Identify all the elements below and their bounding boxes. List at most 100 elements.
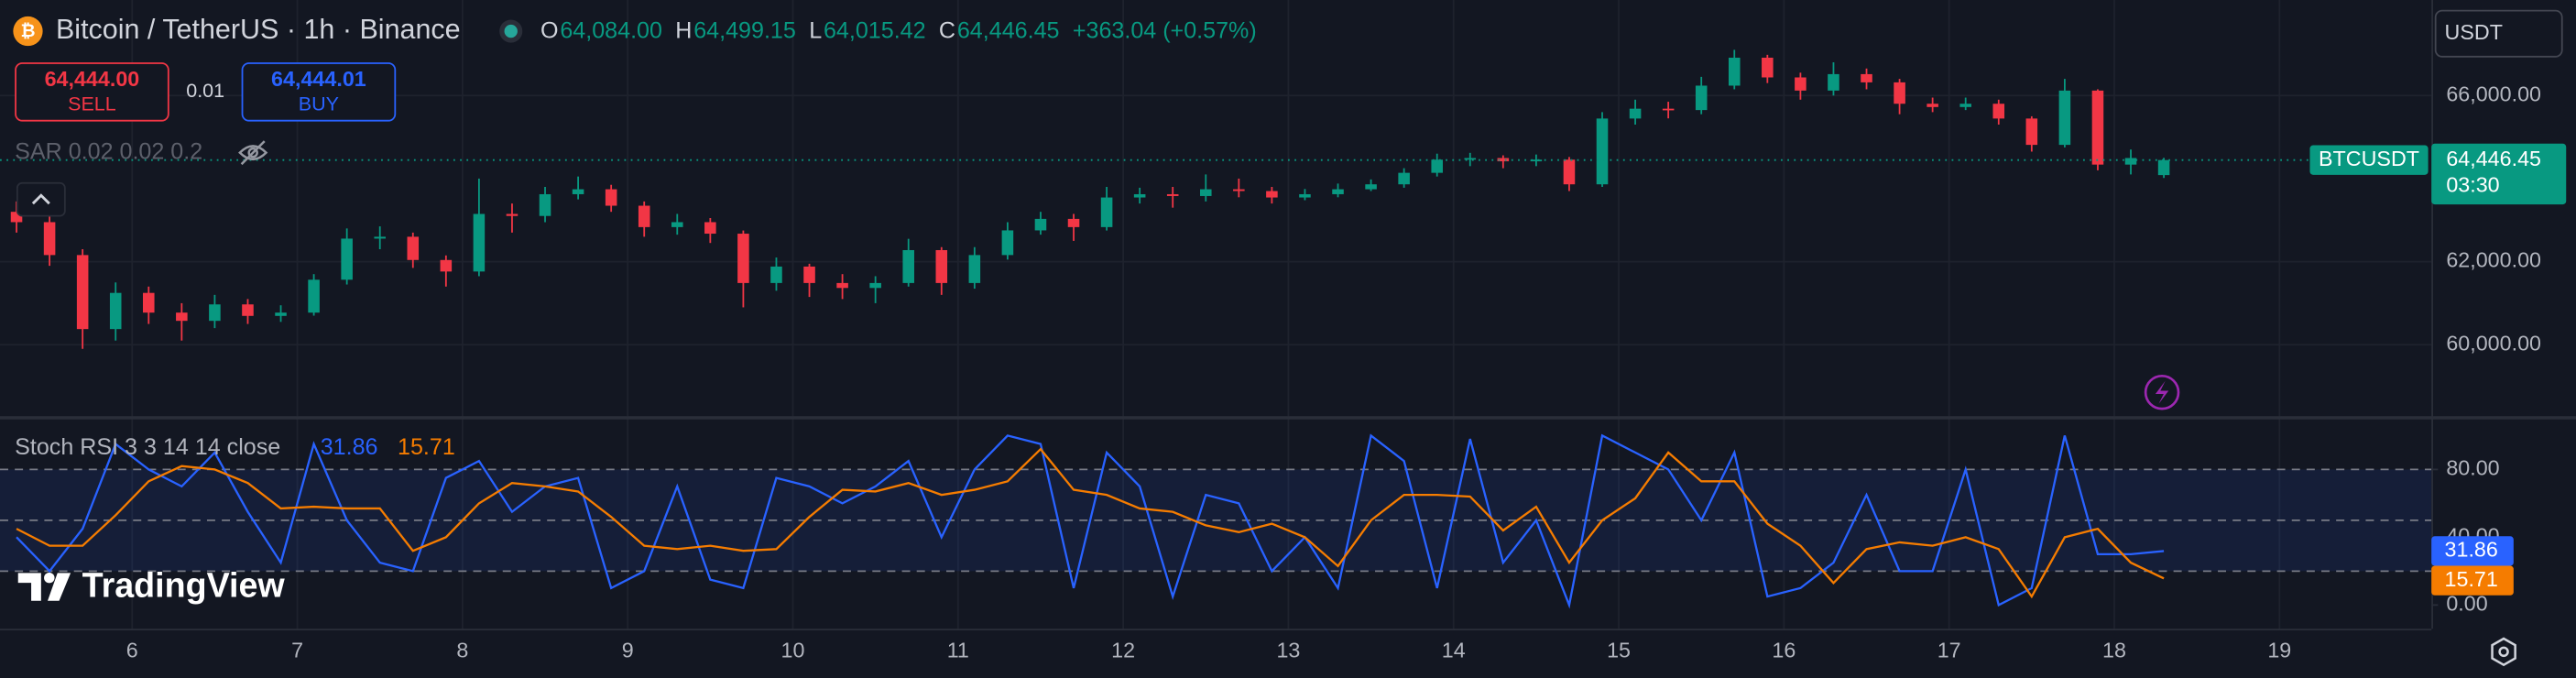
candle-body — [473, 213, 486, 272]
y-tick-label: 80.00 — [2446, 456, 2499, 480]
sar-indicator[interactable]: SAR 0.02 0.02 0.2 — [15, 138, 202, 164]
candle-body — [1728, 57, 1741, 86]
last-price-label: 64,446.45 — [2446, 147, 2541, 170]
x-tick-label: 11 — [947, 638, 969, 662]
x-tick-label: 13 — [1276, 638, 1300, 662]
candle-body — [572, 189, 584, 194]
sell-label: SELL — [68, 93, 116, 115]
x-tick-label: 9 — [622, 638, 634, 662]
candle-body — [1861, 73, 1872, 82]
alert-bolt — [2155, 380, 2169, 404]
x-tick-label: 6 — [126, 638, 138, 662]
candle-body — [1133, 193, 1146, 198]
candle-body — [2124, 158, 2137, 165]
candle-body — [1431, 159, 1443, 173]
currency-button[interactable] — [2434, 9, 2563, 58]
ohlc-key: H — [675, 18, 692, 44]
status-dot — [504, 24, 518, 38]
collapse-button[interactable] — [16, 181, 66, 217]
value-badge — [2431, 536, 2514, 566]
candle-body — [275, 312, 287, 316]
candle-body — [671, 222, 683, 227]
x-tick-label: 17 — [1937, 638, 1961, 662]
grid — [0, 0, 2432, 629]
candle-body — [902, 249, 914, 283]
coin-glyph: ₿ — [20, 21, 35, 41]
candle-body — [2091, 90, 2104, 165]
candle-body — [1828, 73, 1839, 91]
candle-body — [374, 236, 386, 239]
candle-body — [968, 255, 981, 283]
candle-body — [209, 304, 221, 322]
candle-body — [803, 266, 815, 283]
spread: 0.01 — [186, 80, 224, 102]
x-tick-label: 10 — [781, 638, 805, 662]
candle-body — [1762, 57, 1774, 78]
candle-body — [1563, 159, 1576, 185]
symbol-badge — [2309, 145, 2429, 175]
candle-body — [1299, 193, 1311, 198]
axes: 6 7 8 9 10 11 12 13 14 15 16 17 18 19 60,000.00 62,000.… — [126, 82, 2567, 662]
candle-body — [605, 189, 617, 206]
ohlc-legend: O 64,084.00 H 64,499.15 L 64,015.42 C 64,446.45… — [540, 18, 1257, 44]
candle-body — [1332, 189, 1344, 194]
indicator-title[interactable]: Stoch RSI 3 3 14 14 close — [15, 434, 280, 460]
plot — [0, 49, 2432, 609]
candle-body — [2058, 90, 2071, 146]
x-tick-label: 15 — [1607, 638, 1631, 662]
candle-body — [1001, 230, 1014, 256]
ohlc-value: 64,499.15 — [693, 18, 796, 44]
candle-body — [935, 249, 948, 283]
candle-body — [1067, 218, 1080, 227]
symbol-label: BTCUSDT — [2319, 147, 2419, 170]
y-tick-label: 60,000.00 — [2446, 331, 2541, 355]
candle-body — [506, 213, 518, 216]
ohlc-value: 64,446.45 — [957, 18, 1060, 44]
x-tick-label: 7 — [291, 638, 303, 662]
chart-title[interactable]: Bitcoin / TetherUS · 1h · Binance — [56, 14, 461, 45]
candle-body — [76, 255, 89, 330]
change: +363.04 (+0.57%) — [1073, 18, 1257, 44]
stoch-k-value: 31.86 — [321, 434, 378, 460]
candle-body — [836, 282, 848, 289]
ohlc-key: C — [939, 18, 955, 44]
candle-body — [242, 304, 254, 316]
value-badge-label: 15.71 — [2445, 567, 2498, 591]
buy-button[interactable] — [241, 62, 397, 122]
hide-icon[interactable] — [238, 140, 268, 166]
stoch-d-value: 15.71 — [398, 434, 455, 460]
candle-body — [1530, 159, 1543, 162]
value-badge — [2431, 565, 2514, 596]
candle-body — [341, 238, 353, 280]
ohlc-key: O — [540, 18, 559, 44]
y-tick-label: 0.00 — [2446, 592, 2487, 616]
candle-body — [1398, 172, 1410, 185]
ohlc-value: 64,015.42 — [824, 18, 926, 44]
candle-body — [1233, 189, 1245, 191]
candle-body — [1199, 189, 1212, 196]
candle-body — [308, 279, 320, 313]
brand-name: TradingView — [82, 565, 286, 604]
sell-price: 64,444.00 — [45, 67, 140, 91]
x-tick-label: 12 — [1111, 638, 1135, 662]
y-tick-label: 66,000.00 — [2446, 82, 2541, 105]
candle-body — [770, 266, 782, 283]
candle-body — [1365, 184, 1377, 190]
ohlc-key: L — [809, 18, 822, 44]
coin-icon — [13, 16, 43, 47]
settings-icon[interactable] — [2491, 637, 2516, 667]
candle-body — [1695, 85, 1708, 111]
stoch-line — [16, 433, 2165, 609]
alert-icon[interactable] — [2144, 374, 2180, 410]
sell-button[interactable] — [15, 62, 169, 122]
candle-body — [869, 282, 881, 289]
candle-body — [737, 234, 749, 283]
candle-body — [1629, 108, 1642, 119]
buy-label: BUY — [299, 93, 339, 115]
x-tick-label: 8 — [456, 638, 468, 662]
candle-body — [1100, 197, 1113, 227]
candle-body — [704, 222, 716, 235]
stoch-line — [16, 447, 2165, 599]
candle-body — [2157, 159, 2170, 176]
